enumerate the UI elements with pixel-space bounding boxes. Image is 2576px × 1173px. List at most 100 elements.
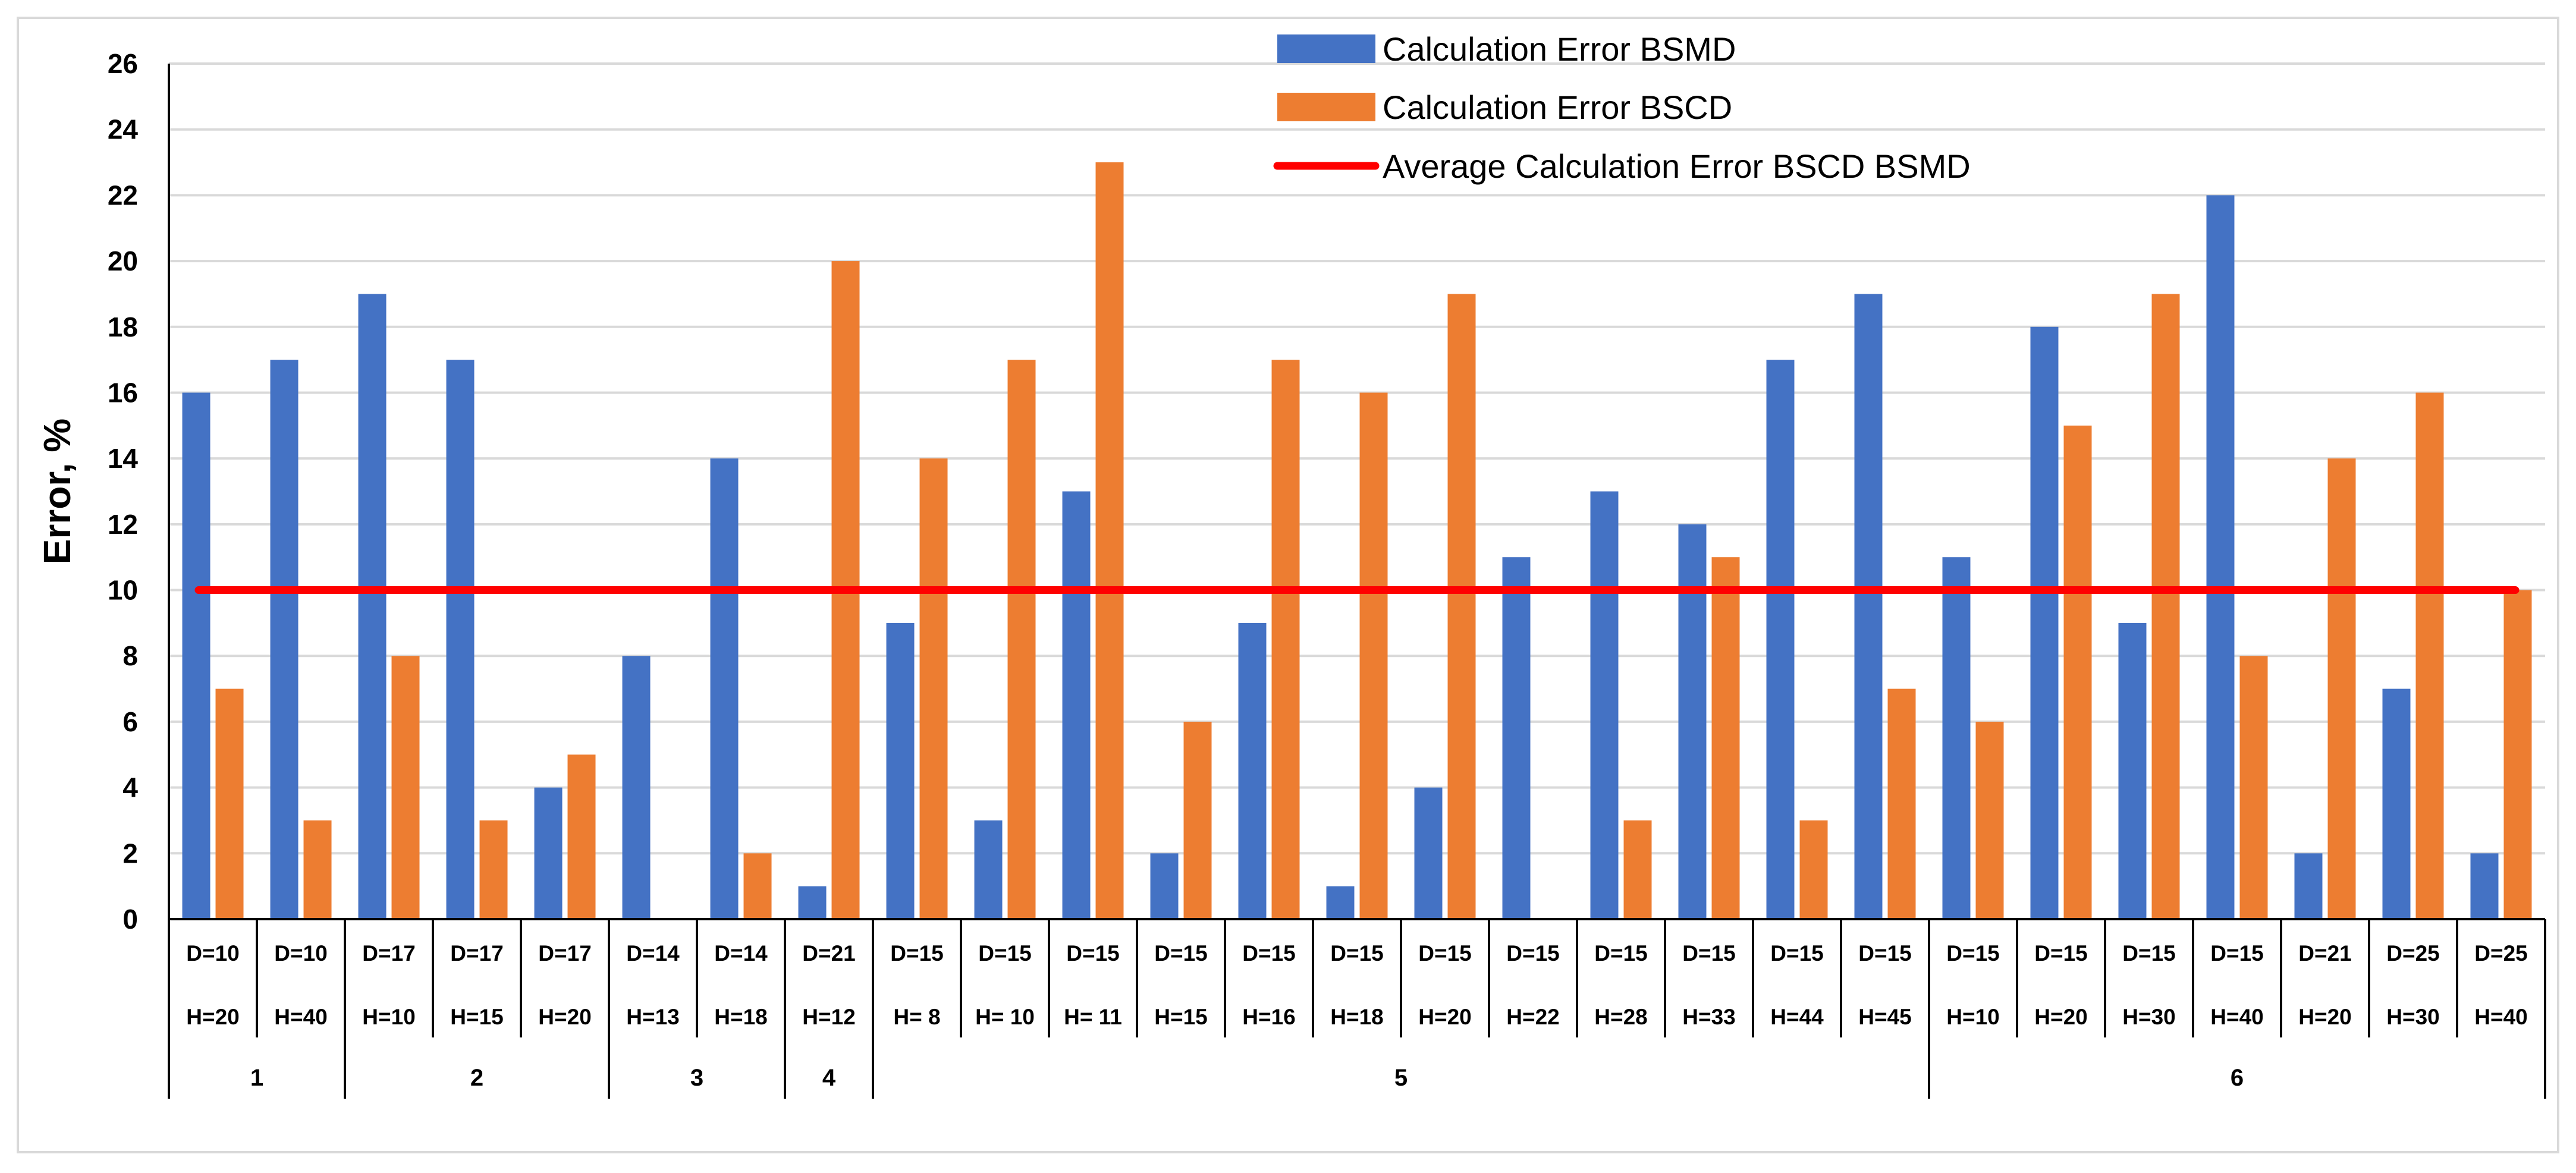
category-label-d: D=10	[274, 941, 327, 966]
category-label-d: D=21	[2298, 941, 2351, 966]
bar-bscd	[2063, 425, 2092, 919]
bars	[182, 162, 2532, 920]
legend-swatch-2	[1277, 93, 1375, 121]
category-label-d: D=15	[2034, 941, 2087, 966]
category-label-d: D=25	[2386, 941, 2439, 966]
y-tick-label: 6	[122, 706, 138, 737]
category-label-h: H= 11	[1064, 1005, 1122, 1029]
group-label: 6	[2231, 1065, 2244, 1091]
bar-bsmd	[1590, 491, 1619, 919]
bar-bsmd	[1326, 886, 1355, 919]
bar-bscd	[1359, 392, 1388, 919]
bar-bscd	[2327, 458, 2356, 919]
category-label-h: H=45	[1858, 1005, 1911, 1029]
bar-bsmd	[358, 294, 387, 919]
category-label-d: D=17	[362, 941, 415, 966]
legend-swatch-1	[1277, 34, 1375, 63]
bar-bsmd	[2030, 326, 2059, 919]
bar-bsmd	[270, 360, 299, 919]
category-label-h: H=20	[2298, 1005, 2351, 1029]
bar-bscd	[567, 754, 596, 919]
category-label-h: H=12	[802, 1005, 855, 1029]
y-tick-label: 18	[108, 312, 138, 342]
group-label: 4	[822, 1065, 836, 1091]
category-label-d: D=14	[714, 941, 768, 966]
category-label-h: H=20	[186, 1005, 239, 1029]
category-label-h: H=20	[538, 1005, 591, 1029]
y-tick-label: 22	[108, 180, 138, 210]
bar-bscd	[1007, 360, 1036, 919]
bar-bscd	[1623, 820, 1652, 919]
category-label-h: H=40	[2210, 1005, 2263, 1029]
y-tick-label: 12	[108, 509, 138, 540]
bar-bscd	[1887, 688, 1916, 919]
bar-bsmd	[1062, 491, 1091, 919]
bar-bsmd	[534, 787, 563, 919]
category-label-h: H=18	[1330, 1005, 1383, 1029]
category-label-d: D=15	[2122, 941, 2175, 966]
category-label-h: H=20	[1418, 1005, 1471, 1029]
bar-bsmd	[710, 458, 739, 919]
category-label-d: D=15	[1418, 941, 1471, 966]
category-label-h: H= 8	[893, 1005, 940, 1029]
category-label-d: D=14	[626, 941, 680, 966]
category-label-d: D=10	[186, 941, 239, 966]
y-tick-label: 10	[108, 575, 138, 606]
category-label-h: H=15	[1154, 1005, 1207, 1029]
bar-bsmd	[1238, 622, 1267, 919]
y-tick-label: 26	[108, 48, 138, 79]
bar-bsmd	[2118, 622, 2147, 919]
category-label-h: H=44	[1770, 1005, 1824, 1029]
legend: Calculation Error BSMD Calculation Error …	[1273, 30, 1971, 185]
category-label-h: H= 10	[975, 1005, 1035, 1029]
bar-bscd	[1447, 294, 1476, 919]
y-tick-label: 20	[108, 246, 138, 276]
y-tick-label: 24	[108, 114, 139, 145]
bar-bsmd	[886, 622, 915, 919]
category-label-h: H=16	[1242, 1005, 1295, 1029]
group-label: 3	[690, 1065, 703, 1091]
bar-bsmd	[1502, 557, 1531, 919]
bar-bsmd	[1766, 360, 1795, 919]
category-label-d: D=25	[2474, 941, 2527, 966]
category-label-d: D=15	[1154, 941, 1207, 966]
bar-bsmd	[1942, 557, 1971, 919]
legend-label-3: Average Calculation Error BSCD BSMD	[1383, 147, 1971, 185]
category-label-d: D=15	[1242, 941, 1295, 966]
bar-bsmd	[974, 820, 1003, 919]
bar-bsmd	[2470, 853, 2499, 919]
category-label-d: D=15	[1858, 941, 1911, 966]
category-label-d: D=15	[1506, 941, 1559, 966]
bar-bsmd	[182, 392, 211, 919]
y-tick-label: 16	[108, 377, 138, 408]
bar-bscd	[303, 820, 332, 919]
legend-label-2: Calculation Error BSCD	[1383, 89, 1732, 126]
category-label-d: D=15	[2210, 941, 2263, 966]
category-label-h: H=22	[1506, 1005, 1559, 1029]
category-label-d: D=15	[1066, 941, 1119, 966]
bar-bsmd	[1678, 524, 1707, 919]
bar-bscd	[743, 853, 772, 919]
category-label-d: D=15	[1946, 941, 1999, 966]
group-label: 1	[250, 1065, 263, 1091]
bar-bscd	[1095, 162, 1124, 919]
bar-bscd	[215, 688, 244, 919]
category-label-h: H=40	[274, 1005, 327, 1029]
bar-bsmd	[2294, 853, 2323, 919]
bar-bscd	[919, 458, 948, 919]
bar-bscd	[1183, 721, 1212, 919]
y-axis-label: Error, %	[36, 419, 78, 564]
category-label-h: H=28	[1594, 1005, 1647, 1029]
y-tick-label: 0	[122, 904, 138, 935]
bar-bsmd	[446, 360, 475, 919]
bar-bscd	[479, 820, 508, 919]
category-label-d: D=21	[802, 941, 855, 966]
category-label-h: H=33	[1682, 1005, 1735, 1029]
category-label-d: D=17	[538, 941, 591, 966]
category-label-h: H=40	[2474, 1005, 2527, 1029]
bar-bscd	[2415, 392, 2444, 919]
bar-bsmd	[798, 886, 827, 919]
legend-label-1: Calculation Error BSMD	[1383, 30, 1736, 68]
